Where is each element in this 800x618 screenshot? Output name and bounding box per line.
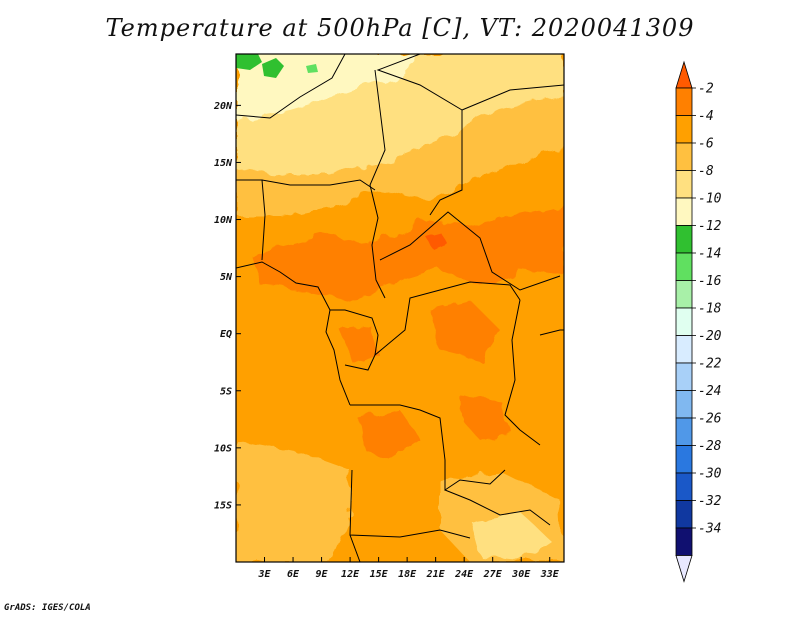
border-car-north bbox=[379, 211, 561, 291]
colorbar-swatch bbox=[675, 472, 693, 501]
colorbar-swatch bbox=[675, 197, 693, 226]
border-congo bbox=[374, 281, 521, 356]
field-green-dot bbox=[306, 64, 318, 73]
border-sahara-north bbox=[236, 54, 346, 119]
colorbar-bottom-arrow bbox=[675, 555, 693, 583]
colorbar-label: -18 bbox=[698, 302, 722, 317]
colorbar-label: -8 bbox=[698, 164, 714, 179]
colorbar-swatch bbox=[675, 417, 693, 446]
colorbar-swatch bbox=[675, 280, 693, 309]
border-west-coast bbox=[236, 261, 351, 406]
border-sudan-east bbox=[461, 84, 564, 111]
country-borders bbox=[236, 54, 564, 562]
border-zambia bbox=[444, 489, 551, 526]
lon-tick-label: 27E bbox=[483, 569, 503, 580]
colorbar-label: -16 bbox=[698, 274, 722, 289]
map-frame bbox=[235, 53, 565, 563]
border-namibia bbox=[349, 534, 361, 562]
map-field bbox=[236, 54, 564, 562]
border-drc-angola bbox=[350, 404, 506, 491]
colorbar-swatch bbox=[675, 362, 693, 391]
lat-tick-label: 5S bbox=[220, 386, 232, 397]
colorbar-swatch bbox=[675, 500, 693, 529]
field-green-blob bbox=[262, 58, 284, 78]
field-north-lightest bbox=[236, 54, 420, 120]
colorbar-swatch bbox=[675, 307, 693, 336]
colorbar: -2 -4 -6 -8 -10 -12 -14 -16 -18 -20 -22 -24 -26 -28 -3… bbox=[675, 60, 722, 583]
colorbar-swatch bbox=[675, 115, 693, 144]
colorbar-label: -20 bbox=[698, 329, 722, 344]
colorbar-label: -26 bbox=[698, 412, 722, 427]
lon-tick-label: 24E bbox=[454, 569, 474, 580]
lat-tick-label: 10S bbox=[214, 443, 232, 454]
lon-tick-label: 30E bbox=[511, 569, 531, 580]
colorbar-label: -24 bbox=[698, 384, 721, 399]
colorbar-label: -34 bbox=[698, 522, 721, 537]
colorbar-label: -32 bbox=[698, 494, 722, 509]
field-southwest-lobe bbox=[236, 440, 352, 562]
colorbar-swatch bbox=[675, 527, 693, 556]
colorbar-label: -10 bbox=[698, 192, 722, 207]
field-warm-patch-2 bbox=[360, 410, 420, 460]
colorbar-swatch bbox=[675, 390, 693, 419]
lat-tick-label: 15N bbox=[214, 158, 233, 169]
field-warm-patch-3 bbox=[460, 395, 510, 440]
border-east-kenya bbox=[539, 329, 564, 336]
lon-tick-label: 18E bbox=[398, 569, 417, 580]
colorbar-swatch bbox=[675, 445, 693, 474]
border-west-states bbox=[236, 179, 266, 261]
colorbar-swatch bbox=[675, 335, 693, 364]
lon-tick-label: 33E bbox=[540, 569, 560, 580]
colorbar-label: -12 bbox=[698, 219, 722, 234]
colorbar-swatch bbox=[675, 87, 693, 116]
lon-tick-label: 3E bbox=[257, 569, 271, 580]
lat-tick-label: 10N bbox=[214, 215, 233, 226]
colorbar-label: -28 bbox=[698, 439, 722, 454]
grads-credit: GrADS: IGES/COLA bbox=[4, 603, 91, 613]
lon-tick-label: 9E bbox=[316, 569, 329, 580]
colorbar-label: -2 bbox=[698, 82, 714, 97]
lon-tick-label: 15E bbox=[370, 569, 389, 580]
border-cameroon bbox=[330, 309, 379, 371]
lon-axis: 3E 6E 9E 12E 15E 18E 21E 24E 27E 30E 33E bbox=[257, 557, 560, 580]
border-libya-chad bbox=[369, 69, 386, 299]
lat-axis: 20N 15N 10N 5N EQ 5S 10S 15S bbox=[213, 101, 241, 511]
lat-tick-label: EQ bbox=[220, 329, 232, 340]
lat-tick-label: 20N bbox=[213, 101, 233, 112]
colorbar-label: -6 bbox=[698, 137, 714, 152]
colorbar-swatch bbox=[675, 225, 693, 254]
border-angola-south bbox=[349, 469, 471, 539]
border-nigeria bbox=[261, 179, 376, 191]
lon-tick-label: 6E bbox=[287, 569, 300, 580]
colorbar-top-arrow bbox=[675, 60, 693, 89]
lon-tick-label: 21E bbox=[426, 569, 446, 580]
chart-title: Temperature at 500hPa [C], VT: 202004130… bbox=[105, 14, 695, 42]
lon-tick-label: 12E bbox=[341, 569, 360, 580]
field-warm-patch-1 bbox=[430, 300, 500, 360]
colorbar-swatch bbox=[675, 142, 693, 171]
field-warm-belt bbox=[250, 205, 564, 300]
field-southeast-pale bbox=[470, 512, 550, 560]
lat-tick-label: 15S bbox=[214, 500, 232, 511]
border-east-lakes bbox=[504, 299, 541, 446]
field-warm-core bbox=[425, 232, 448, 250]
field-green-patch bbox=[236, 54, 262, 70]
colorbar-swatch bbox=[675, 170, 693, 199]
field-warm-patch-4 bbox=[340, 325, 380, 365]
colorbar-label: -14 bbox=[698, 247, 721, 262]
colorbar-label: -4 bbox=[698, 109, 714, 124]
colorbar-label: -22 bbox=[698, 357, 722, 372]
lat-tick-label: 5N bbox=[220, 272, 233, 283]
colorbar-label: -30 bbox=[698, 467, 722, 482]
colorbar-swatch bbox=[675, 252, 693, 281]
